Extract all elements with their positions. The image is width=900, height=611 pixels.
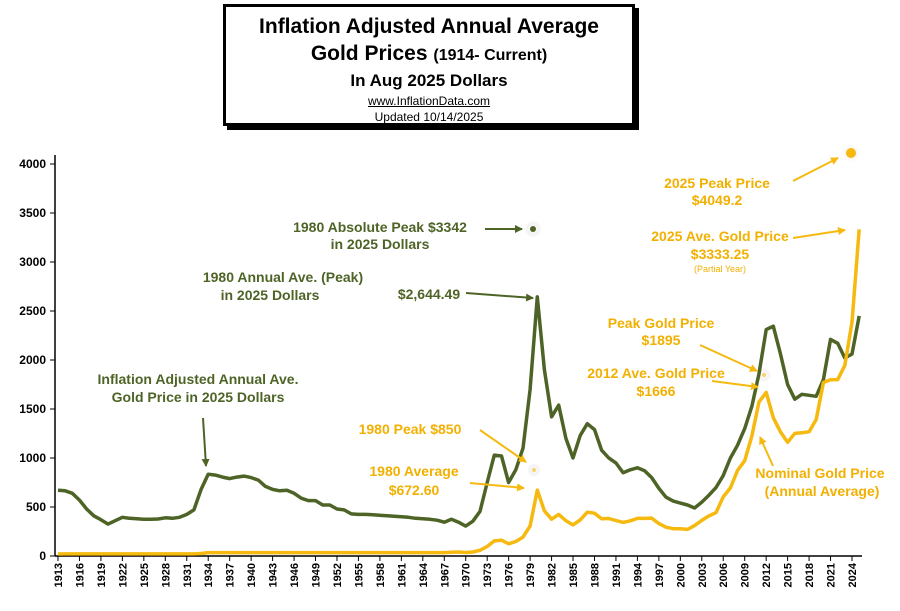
x-tick-label: 1931 — [182, 563, 194, 587]
annotation-real-series-l2: Gold Price in 2025 Dollars — [112, 389, 285, 405]
peak-2025-dot — [846, 148, 856, 158]
website-link[interactable]: www.InflationData.com — [367, 94, 491, 108]
x-tick-label: 1952 — [332, 563, 344, 587]
x-tick-label: 2006 — [718, 563, 730, 587]
chart-title-box: Inflation Adjusted Annual Average Gold P… — [223, 4, 635, 126]
annotation-nominal-series-l1: Nominal Gold Price — [755, 465, 884, 481]
x-tick-label: 1988 — [589, 563, 601, 587]
x-tick-label: 2003 — [697, 563, 709, 587]
annotation-peak-gold-l2: $1895 — [642, 332, 681, 348]
annotation-1980-absolute-peak-l2: in 2025 Dollars — [331, 236, 430, 252]
x-tick-label: 1949 — [311, 563, 323, 587]
x-tick-label: 1934 — [203, 562, 215, 587]
y-tick-label: 2500 — [19, 304, 46, 318]
x-tick-label: 2009 — [740, 563, 752, 587]
y-tick-label: 2000 — [19, 353, 46, 367]
x-tick-label: 2015 — [783, 563, 795, 587]
x-axis-ticks: 1913 1916 1919 1922 1925 1928 1931 1934 1937 1940… — [53, 556, 859, 587]
annotation-2025-ave-note: (Partial Year) — [694, 264, 746, 274]
arrow-1980-peak-nominal — [479, 429, 527, 463]
annotation-2025-peak-l2: $4049.2 — [692, 192, 743, 208]
x-tick-label: 2018 — [804, 563, 816, 587]
x-tick-label: 2012 — [761, 563, 773, 587]
annotation-1980-annual-l1: 1980 Annual Ave. (Peak) — [203, 269, 363, 285]
x-tick-label: 1937 — [225, 563, 237, 587]
annotation-1980-peak-nominal: 1980 Peak $850 — [359, 421, 462, 437]
annotation-1980-average-l2: $672.60 — [389, 482, 440, 498]
updated-date: Updated 10/14/2025 — [374, 110, 484, 124]
peak-1980-absolute-dot — [530, 226, 536, 232]
x-tick-label: 1946 — [289, 563, 301, 587]
axes — [54, 155, 862, 557]
chart-title-years: (1914- Current) — [433, 47, 548, 64]
arrow-nominal-series — [759, 436, 774, 467]
x-tick-label: 1997 — [654, 563, 666, 587]
x-tick-label: 1928 — [160, 563, 172, 587]
arrow-1980-annual — [465, 292, 534, 302]
x-tick-label: 1919 — [96, 563, 108, 587]
x-tick-label: 1964 — [418, 562, 430, 587]
x-tick-label: 1922 — [117, 563, 129, 587]
x-tick-label: 1994 — [632, 562, 644, 587]
y-tick-label: 4000 — [19, 157, 46, 171]
annotation-2025-ave-l2: $3333.25 — [691, 246, 750, 262]
x-tick-label: 1967 — [439, 563, 451, 587]
y-axis-ticks: 0 500 1000 1500 2000 2500 3000 3500 4000 — [19, 157, 55, 563]
arrow-real-series — [201, 417, 210, 467]
x-tick-label: 1970 — [461, 563, 473, 587]
chart-title-gold-prices: Gold Prices — [310, 42, 428, 65]
annotation-real-series-l1: Inflation Adjusted Annual Ave. — [98, 371, 299, 387]
nominal-series-line — [57, 229, 861, 556]
annotation-2012-ave-l1: 2012 Ave. Gold Price — [587, 365, 725, 381]
annotation-1980-absolute-peak-l1: 1980 Absolute Peak $3342 — [293, 219, 467, 235]
x-tick-label: 1961 — [396, 563, 408, 587]
annotation-peak-gold-l1: Peak Gold Price — [608, 315, 715, 331]
chart-subtitle: In Aug 2025 Dollars — [350, 71, 508, 90]
annotation-2025-ave-l1: 2025 Ave. Gold Price — [651, 228, 789, 244]
x-tick-label: 1913 — [53, 563, 65, 587]
y-tick-label: 0 — [39, 549, 46, 563]
chart-title-line2: Gold Prices (1914- Current) — [226, 42, 632, 66]
x-tick-label: 1991 — [611, 563, 623, 587]
annotation-2012-ave-l2: $1666 — [637, 383, 676, 399]
inflation-adjusted-series-line — [57, 295, 861, 528]
x-tick-label: 1940 — [246, 563, 258, 587]
arrow-2012-ave — [711, 380, 759, 391]
x-tick-label: 2021 — [826, 563, 838, 587]
arrow-peak-gold — [699, 344, 758, 372]
peak-2011-nominal-dot — [762, 373, 766, 377]
x-tick-label: 2024 — [847, 562, 859, 587]
arrow-2025-peak — [792, 157, 839, 182]
x-tick-label: 1973 — [482, 563, 494, 587]
x-tick-label: 1982 — [547, 563, 559, 587]
y-tick-label: 500 — [26, 500, 46, 514]
y-tick-label: 1000 — [19, 451, 46, 465]
y-tick-label: 1500 — [19, 402, 46, 416]
x-tick-label: 2000 — [675, 563, 687, 587]
annotation-nominal-series-l2: (Annual Average) — [765, 483, 880, 499]
x-tick-label: 1976 — [504, 563, 516, 587]
x-tick-label: 1985 — [568, 563, 580, 587]
x-tick-label: 1958 — [375, 563, 387, 587]
highlight-markers — [523, 141, 863, 478]
annotation-1980-annual-l2: in 2025 Dollars — [221, 287, 320, 303]
arrow-2025-ave — [792, 227, 846, 239]
x-tick-label: 1979 — [525, 563, 537, 587]
y-tick-label: 3000 — [19, 255, 46, 269]
peak-1980-nominal-dot — [532, 468, 536, 472]
x-tick-label: 1925 — [139, 563, 151, 587]
arrow-1980-average — [469, 482, 525, 492]
x-tick-label: 1916 — [74, 563, 86, 587]
annotation-2025-peak-l1: 2025 Peak Price — [664, 175, 770, 191]
x-tick-label: 1943 — [268, 563, 280, 587]
annotation-1980-annual-value: $2,644.49 — [398, 286, 460, 302]
annotation-1980-average-l1: 1980 Average — [369, 463, 458, 479]
chart-title-line1: Inflation Adjusted Annual Average — [259, 15, 599, 38]
x-tick-label: 1955 — [353, 563, 365, 587]
y-tick-label: 3500 — [19, 206, 46, 220]
